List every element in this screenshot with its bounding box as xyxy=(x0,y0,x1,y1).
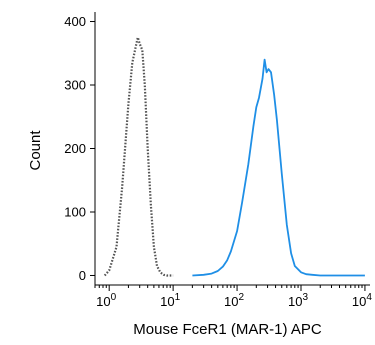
x-tick-base: 10 xyxy=(96,294,110,309)
y-axis-title: Count xyxy=(27,130,44,171)
series-layer xyxy=(103,36,365,277)
x-tick-base: 10 xyxy=(160,294,174,309)
y-tick-label: 300 xyxy=(64,78,86,93)
histogram-series-1 xyxy=(103,36,174,277)
y-tick-label: 100 xyxy=(64,204,86,219)
x-tick-label: 101 xyxy=(160,292,180,309)
x-tick-exponent: 2 xyxy=(239,292,245,303)
x-tick-label: 100 xyxy=(96,292,116,309)
x-tick-exponent: 1 xyxy=(175,292,181,303)
x-tick-exponent: 3 xyxy=(302,292,308,303)
x-tick-base: 10 xyxy=(224,294,238,309)
x-tick-base: 10 xyxy=(288,294,302,309)
x-axis-title: Mouse FceR1 (MAR-1) APC xyxy=(133,321,322,338)
y-tick-label: 400 xyxy=(64,14,86,29)
x-axis: 100 101 102 103 104 xyxy=(94,285,372,309)
x-tick-exponent: 4 xyxy=(366,292,372,303)
x-tick-exponent: 0 xyxy=(111,292,117,303)
y-axis: 0 100 200 300 400 xyxy=(64,14,95,283)
x-tick-label: 102 xyxy=(224,292,244,309)
histogram-series-2 xyxy=(192,58,365,277)
x-tick-base: 10 xyxy=(352,294,366,309)
y-tick-label: 0 xyxy=(79,268,86,283)
x-tick-label: 104 xyxy=(352,292,372,309)
y-tick-label: 200 xyxy=(64,141,86,156)
x-tick-label: 103 xyxy=(288,292,308,309)
